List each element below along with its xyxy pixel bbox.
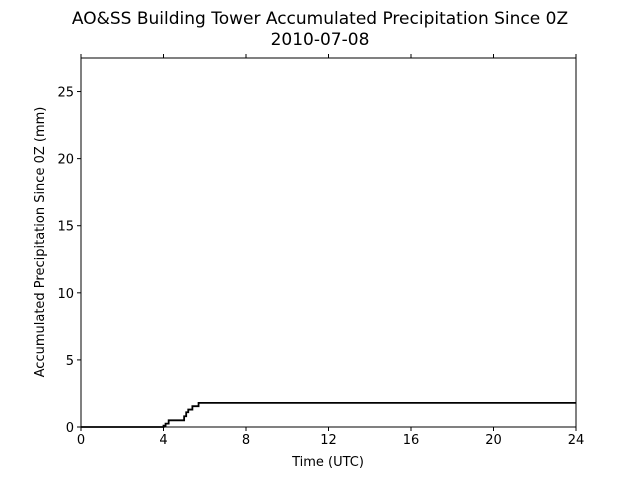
- y-tick-label: 5: [66, 354, 74, 369]
- y-tick-label: 10: [57, 287, 74, 302]
- x-tick-label: 8: [242, 433, 250, 448]
- x-tick-label: 20: [485, 433, 502, 448]
- y-tick-label: 20: [57, 153, 74, 168]
- y-tick-label: 25: [57, 86, 74, 101]
- x-tick-label: 0: [77, 433, 85, 448]
- x-tick-label: 4: [159, 433, 167, 448]
- x-tick-label: 24: [568, 433, 585, 448]
- chart-title: AO&SS Building Tower Accumulated Precipi…: [72, 9, 568, 29]
- x-tick-label: 16: [403, 433, 420, 448]
- plot-frame: [80, 57, 577, 428]
- x-tick-label: 12: [320, 433, 337, 448]
- series-line: [81, 401, 576, 428]
- x-axis-label: Time (UTC): [291, 455, 364, 470]
- y-tick-label: 0: [66, 421, 74, 436]
- y-axis-label: Accumulated Precipitation Since 0Z (mm): [33, 107, 48, 378]
- chart-subtitle: 2010-07-08: [271, 30, 370, 50]
- y-tick-label: 15: [57, 220, 74, 235]
